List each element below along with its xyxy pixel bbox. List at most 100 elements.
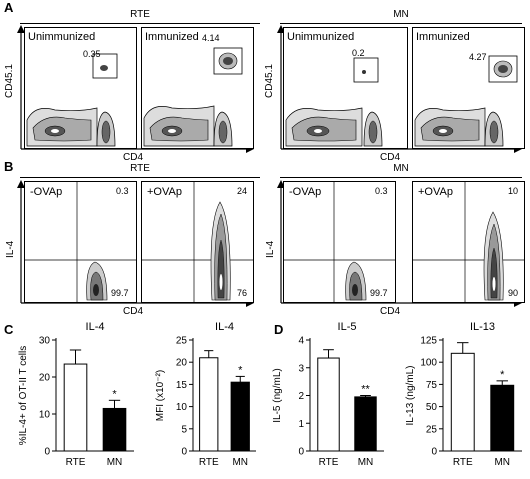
row-a-left-y-label: CD45.1	[4, 64, 15, 98]
row-b-left-x-label: CD4	[123, 306, 144, 317]
significance-marker: *	[112, 388, 117, 400]
chart-title: IL-5	[338, 321, 357, 333]
flow-panel-b2: +OVAp 24 76	[141, 181, 254, 303]
flow-panel-b1: -OVAp 0.3 99.7	[24, 181, 137, 303]
y-tick-label: 20	[176, 358, 188, 369]
bar	[317, 357, 340, 452]
y-tick-label: 30	[39, 336, 51, 347]
y-tick-label: 5	[181, 424, 187, 435]
contour-plot	[142, 182, 253, 302]
category-label: RTE	[199, 457, 219, 468]
y-tick-label: 0	[431, 447, 437, 458]
flow-panel-a3: Unimmunized 0.2	[283, 27, 408, 149]
category-label: MN	[107, 457, 123, 468]
quadrant-lower-right: 90	[508, 288, 519, 298]
bar	[102, 407, 127, 452]
panel-letter-c: C	[4, 322, 14, 337]
y-tick-label: 10	[176, 402, 188, 413]
y-tick-label: 25	[176, 336, 188, 347]
significance-marker: *	[238, 364, 243, 376]
row-a-left-x-label: CD4	[123, 152, 144, 163]
contour-plot	[285, 57, 383, 147]
chart-title: IL-4	[86, 321, 105, 333]
flow-panel-title: Immunized	[145, 31, 199, 43]
flow-panel-b3: -OVAp 0.3 99.7	[283, 181, 396, 303]
y-tick-label: 125	[420, 336, 437, 347]
significance-marker: **	[361, 384, 370, 396]
row-a-right-y-label: CD45.1	[264, 64, 275, 98]
gate-value: 0.2	[352, 48, 365, 58]
chart-title: IL-4	[215, 321, 234, 333]
quadrant-upper-right: 0.3	[375, 186, 388, 196]
row-a-left-axes	[17, 25, 254, 153]
flow-panel-a2: Immunized 4.14	[141, 27, 254, 149]
quadrant-upper-right: 10	[508, 186, 519, 196]
y-axis-label: IL-5 (ng/mL)	[272, 368, 283, 422]
gate-value: 4.14	[202, 33, 220, 43]
category-label: RTE	[66, 457, 86, 468]
category-label: MN	[494, 457, 510, 468]
y-tick-label: 0	[44, 447, 50, 458]
flow-panel-title: Immunized	[416, 31, 470, 43]
panel-letter-b: B	[4, 159, 14, 174]
flow-panel-title: Unimmunized	[28, 31, 96, 43]
contour-plot	[284, 182, 395, 302]
y-tick-label: 20	[39, 373, 51, 384]
bar	[490, 384, 515, 452]
y-tick-label: 3	[298, 363, 304, 374]
y-tick-label: 0	[298, 447, 304, 458]
y-tick-label: 75	[426, 380, 438, 391]
gate-value: 4.27	[469, 52, 487, 62]
row-b-left-header: RTE	[130, 163, 150, 174]
row-a-left-header: RTE	[130, 9, 150, 20]
bar	[199, 357, 219, 452]
contour-plot	[414, 55, 518, 147]
panel-letter-d: D	[274, 322, 284, 337]
gate-value: 0.35	[83, 49, 101, 59]
row-b-right-header-line	[280, 177, 522, 178]
y-tick-label: 50	[426, 402, 438, 413]
row-a-right-x-label: CD4	[380, 152, 401, 163]
contour-plot	[413, 182, 524, 302]
flow-panel-a4: Immunized 4.27	[412, 27, 525, 149]
flow-panel-title: +OVAp	[418, 186, 453, 198]
panel-letter-a: A	[4, 0, 14, 15]
bar	[450, 352, 475, 452]
y-tick-label: 4	[298, 336, 304, 347]
row-b-right-x-label: CD4	[380, 306, 401, 317]
y-tick-label: 10	[39, 410, 51, 421]
category-label: MN	[232, 457, 248, 468]
chart-title: IL-13	[470, 321, 495, 333]
y-tick-label: 100	[420, 358, 437, 369]
bar	[354, 396, 377, 452]
y-axis-label: IL-13 (ng/mL)	[405, 365, 416, 425]
contour-plot	[143, 47, 243, 147]
row-a-right-header-line	[280, 23, 522, 24]
flow-panel-b4: +OVAp 10 90	[412, 181, 525, 303]
row-b-left-header-line	[20, 177, 260, 178]
contour-plot	[26, 53, 118, 147]
row-b-right-header: MN	[393, 163, 409, 174]
quadrant-lower-right: 99.7	[111, 288, 129, 298]
y-tick-label: 1	[298, 419, 304, 430]
quadrant-upper-right: 24	[237, 186, 248, 196]
quadrant-lower-right: 76	[237, 288, 248, 298]
bar	[230, 381, 250, 452]
y-axis-label: %IL-4+ of OT-II T cells	[18, 346, 29, 445]
category-label: RTE	[453, 457, 473, 468]
quadrant-lower-right: 99.7	[370, 288, 388, 298]
y-tick-label: 25	[426, 424, 438, 435]
flow-panel-title: -OVAp	[30, 186, 63, 198]
flow-panel-title: Unimmunized	[287, 31, 355, 43]
row-a-left-header-line	[20, 23, 260, 24]
category-label: RTE	[319, 457, 339, 468]
row-b-left-y-label: IL-4	[5, 240, 16, 258]
y-axis-label: MFI (x10⁻²)	[155, 370, 166, 421]
category-label: MN	[358, 457, 374, 468]
contour-plot	[25, 182, 136, 302]
significance-marker: *	[500, 369, 505, 381]
y-tick-label: 2	[298, 391, 304, 402]
row-a-right-header: MN	[393, 9, 409, 20]
y-tick-label: 15	[176, 380, 188, 391]
bar	[63, 363, 88, 452]
